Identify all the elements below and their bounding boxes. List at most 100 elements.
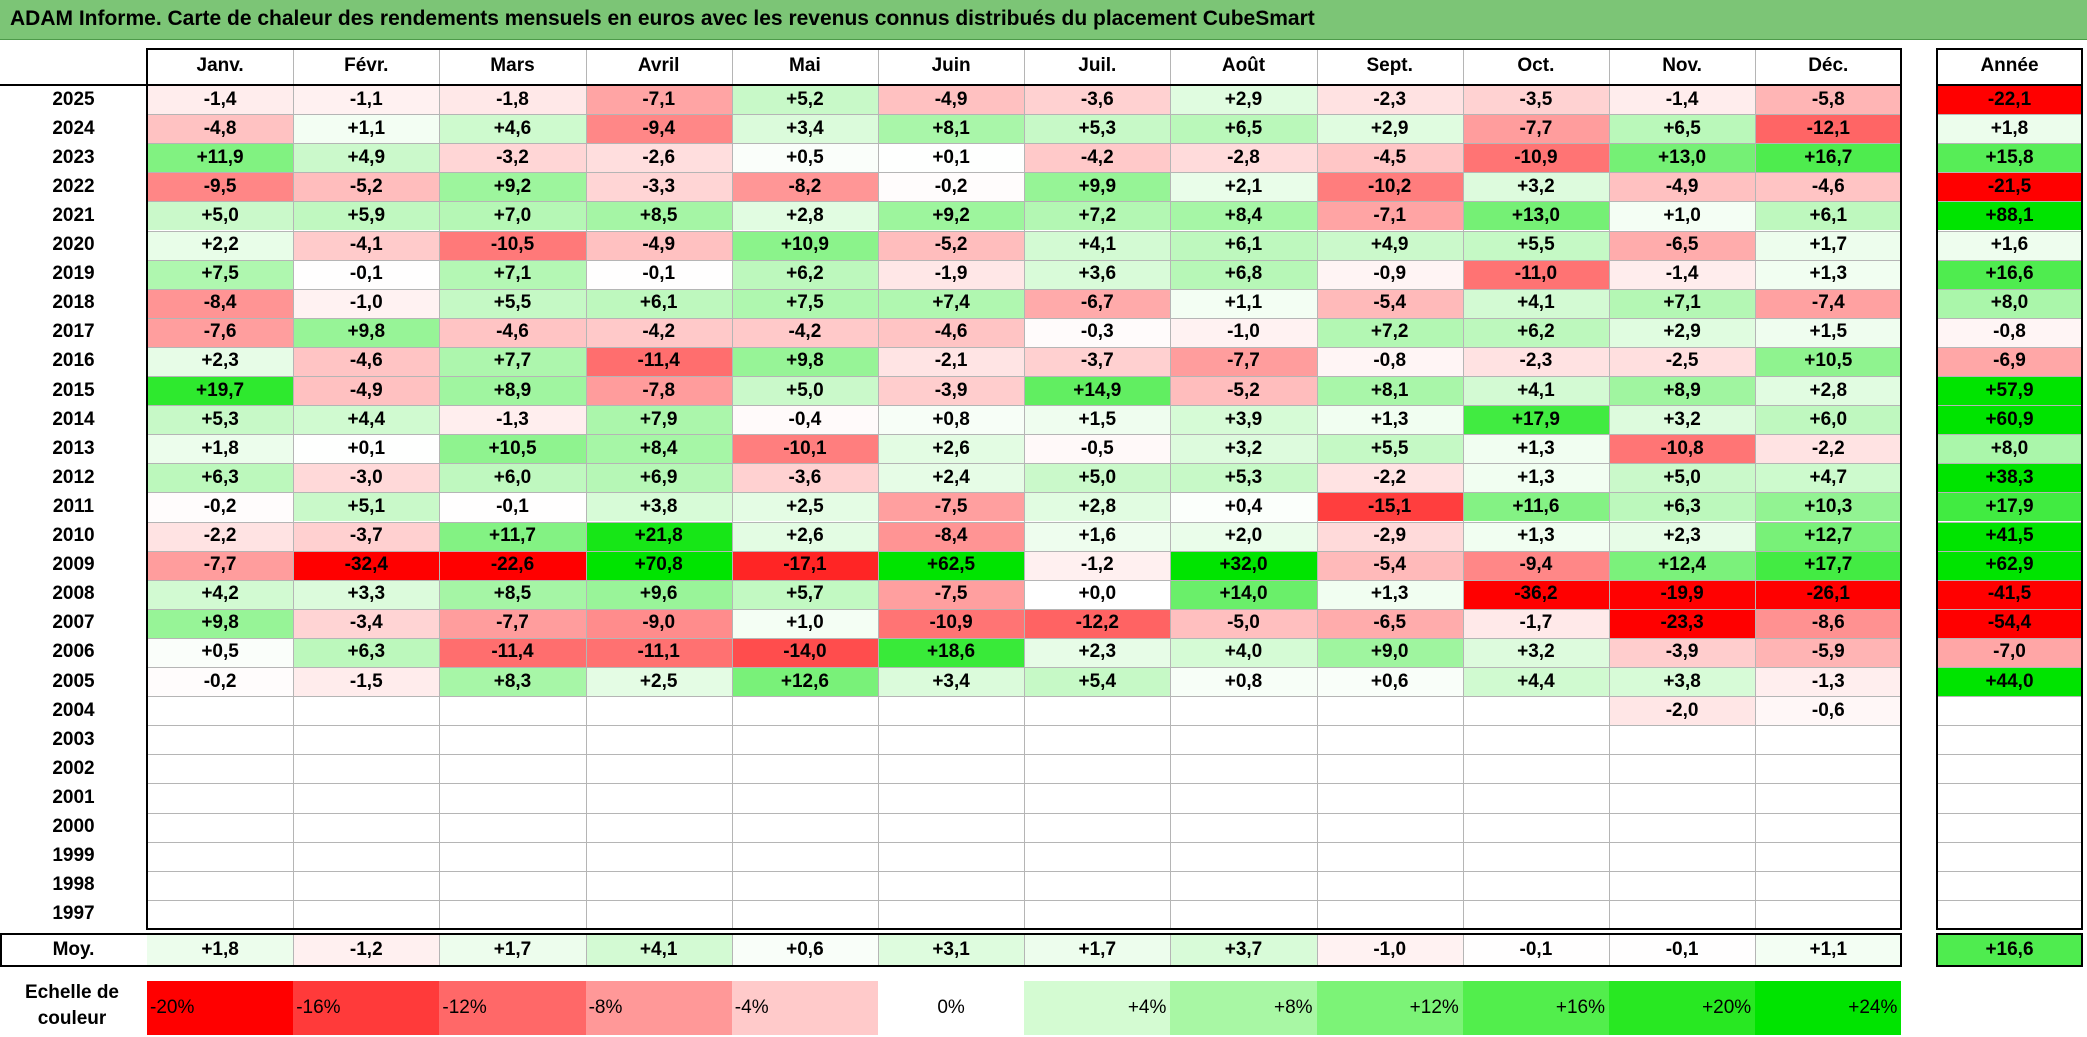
heatmap-cell: +2,6 [731, 521, 878, 551]
heatmap-cell: -5,2 [1170, 376, 1317, 406]
heatmap-cell [1755, 725, 1902, 755]
heatmap-cell [1024, 841, 1171, 871]
heatmap-cell [878, 841, 1025, 871]
heatmap-cell: -2,3 [1462, 346, 1609, 376]
average-annual-cell: +16,6 [1937, 934, 2082, 966]
color-scale-swatch: -16% [293, 981, 440, 1035]
annual-cell: +88,1 [1937, 201, 2082, 231]
color-scale-swatch: -8% [585, 981, 732, 1035]
heatmap-cell: +3,8 [585, 492, 732, 522]
heatmap-cell: -8,4 [147, 288, 294, 318]
heatmap-cell [293, 841, 440, 871]
heatmap-cell [293, 812, 440, 842]
heatmap-cell [878, 754, 1025, 784]
heatmap-cell: -4,2 [731, 317, 878, 347]
heatmap-cell: -7,7 [147, 550, 294, 580]
heatmap-cell: -4,5 [1316, 143, 1463, 173]
heatmap-cell: -3,6 [731, 463, 878, 493]
gridline [1937, 637, 2082, 639]
heatmap-cell: +2,3 [1609, 521, 1756, 551]
heatmap-cell [1170, 841, 1317, 871]
heatmap-cell: -9,4 [1462, 550, 1609, 580]
heatmap-cell: +5,5 [439, 288, 586, 318]
gridline [1024, 934, 1026, 966]
color-scale-swatch: +12% [1316, 981, 1463, 1035]
year-header: Année [1980, 54, 2039, 76]
gridline [1937, 259, 2082, 261]
heatmap-cell: -12,2 [1024, 608, 1171, 638]
heatmap-cell [878, 899, 1025, 929]
heatmap-cell: -8,2 [731, 172, 878, 202]
heatmap-cell: -1,9 [878, 259, 1025, 289]
heatmap-cell [1316, 841, 1463, 871]
heatmap-cell [1170, 899, 1317, 929]
heatmap-cell: -26,1 [1755, 579, 1902, 609]
gridline [1609, 934, 1610, 966]
heatmap-cell [1462, 812, 1609, 842]
annual-cell: +1,6 [1937, 230, 2082, 260]
heatmap-cell [1462, 783, 1609, 813]
heatmap-cell: -0,8 [1316, 346, 1463, 376]
heatmap-cell [1024, 725, 1171, 755]
heatmap-cell: -4,9 [1609, 172, 1756, 202]
heatmap-cell: -9,0 [585, 608, 732, 638]
heatmap-cell [147, 812, 294, 842]
heatmap-cell: +6,3 [293, 637, 440, 667]
gridline [1609, 49, 1610, 929]
header-divider [0, 84, 1902, 86]
heatmap-cell [731, 870, 878, 900]
heatmap-cell: +7,5 [731, 288, 878, 318]
heatmap-cell: +1,0 [731, 608, 878, 638]
heatmap-cell: +7,4 [878, 288, 1025, 318]
heatmap-cell: +9,9 [1024, 172, 1171, 202]
heatmap-cell: +17,9 [1462, 405, 1609, 435]
heatmap-cell: +8,3 [439, 667, 586, 697]
heatmap-cell: +10,5 [1755, 346, 1902, 376]
year-label: 2002 [52, 757, 95, 779]
year-label: 2000 [52, 816, 95, 838]
heatmap-cell: +4,1 [1462, 288, 1609, 318]
heatmap-cell: +10,9 [731, 230, 878, 260]
heatmap-cell: +7,1 [1609, 288, 1756, 318]
gridline [731, 49, 733, 929]
year-label: 2007 [52, 612, 95, 634]
heatmap-cell: +6,1 [1755, 201, 1902, 231]
heatmap-cell: +1,6 [1024, 521, 1171, 551]
heatmap-cell: -7,7 [1462, 114, 1609, 144]
heatmap-cell: +6,1 [1170, 230, 1317, 260]
gridline [1937, 550, 2082, 552]
average-cell: -1,2 [293, 934, 440, 966]
heatmap-cell: +1,7 [1755, 230, 1902, 260]
heatmap-cell: -4,1 [293, 230, 440, 260]
heatmap-cell [147, 841, 294, 871]
heatmap-cell: -0,5 [1024, 434, 1171, 464]
color-scale-label: Echelle de couleur [25, 982, 119, 1029]
heatmap-cell: -7,1 [1316, 201, 1463, 231]
heatmap-cell: -4,9 [585, 230, 732, 260]
heatmap-cell [878, 812, 1025, 842]
heatmap-cell: +0,1 [878, 143, 1025, 173]
heatmap-cell: -0,1 [293, 259, 440, 289]
heatmap-cell [147, 725, 294, 755]
heatmap-cell: +5,9 [293, 201, 440, 231]
annual-cell: +41,5 [1937, 521, 2082, 551]
heatmap-cell: +8,5 [439, 579, 586, 609]
heatmap-cell: -10,9 [878, 608, 1025, 638]
heatmap-cell [1170, 754, 1317, 784]
gridline [1937, 143, 2082, 145]
heatmap-cell [293, 696, 440, 726]
heatmap-cell: +62,5 [878, 550, 1025, 580]
heatmap-cell: -5,2 [293, 172, 440, 202]
month-header: Oct. [1517, 54, 1555, 76]
annual-cell: -0,8 [1937, 317, 2082, 347]
heatmap-cell: +3,8 [1609, 667, 1756, 697]
heatmap-cell: +4,1 [1462, 376, 1609, 406]
heatmap-cell: +70,8 [585, 550, 732, 580]
heatmap-cell: -1,2 [1024, 550, 1171, 580]
year-label: 2014 [52, 408, 95, 430]
heatmap-cell: +1,8 [147, 434, 294, 464]
heatmap-cell [439, 696, 586, 726]
heatmap-cell: -7,7 [1170, 346, 1317, 376]
heatmap-cell: -32,4 [293, 550, 440, 580]
gridline [1755, 49, 1757, 929]
